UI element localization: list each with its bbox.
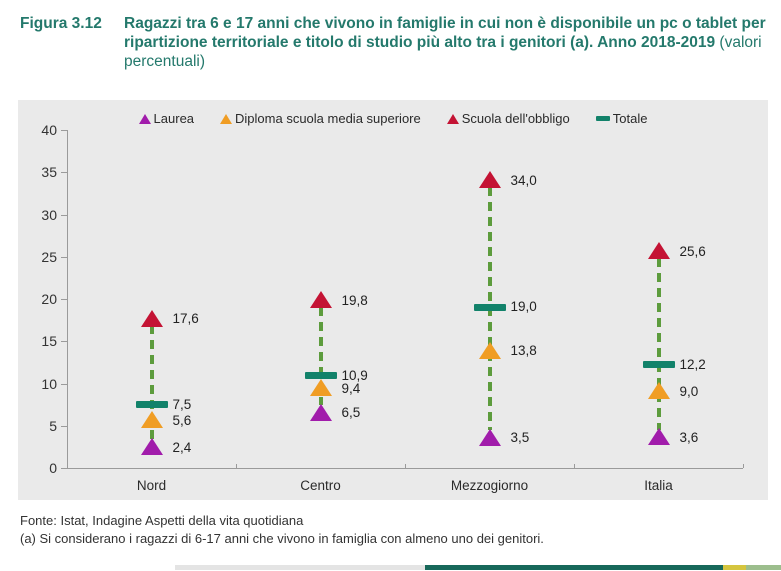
x-axis-tick bbox=[405, 464, 406, 468]
y-axis-tick-label: 20 bbox=[41, 291, 57, 307]
y-axis-tick bbox=[61, 468, 67, 469]
triangle-marker bbox=[478, 428, 501, 446]
legend-triangle-icon bbox=[446, 113, 459, 124]
triangle-marker bbox=[478, 171, 501, 189]
value-label: 3,5 bbox=[510, 430, 530, 446]
totale-dash-marker bbox=[135, 401, 168, 409]
y-axis-tick-label: 35 bbox=[41, 164, 57, 181]
strip-segment bbox=[746, 565, 781, 570]
legend-item: Laurea bbox=[138, 111, 195, 126]
triangle-marker bbox=[309, 403, 332, 421]
y-axis-tick bbox=[61, 214, 67, 216]
triangle-marker bbox=[647, 242, 670, 260]
figure-title-main: Ragazzi tra 6 e 17 anni che vivono in fa… bbox=[124, 15, 766, 51]
value-label: 5,6 bbox=[172, 412, 192, 428]
y-axis-tick-label: 25 bbox=[41, 248, 57, 265]
totale-dash-marker bbox=[304, 372, 337, 380]
value-label: 3,6 bbox=[679, 429, 699, 445]
value-label: 2,4 bbox=[172, 439, 192, 455]
category-label: Centro bbox=[300, 478, 341, 493]
y-axis-tick-label: 5 bbox=[49, 417, 57, 434]
y-axis-tick bbox=[61, 383, 67, 385]
totale-dash-marker bbox=[642, 361, 675, 369]
chart-plot: 0 5 10 15 20 25 30 35 40 2,4 5,6 17,6 7,5 Nord 6,5 9,4 1… bbox=[18, 100, 768, 500]
value-label: 10,9 bbox=[341, 367, 368, 383]
totale-dash-marker bbox=[473, 303, 506, 311]
y-axis-tick bbox=[61, 130, 67, 131]
y-axis-tick-label: 30 bbox=[41, 206, 57, 223]
legend-dash-icon bbox=[595, 116, 610, 121]
y-axis-tick-label: 40 bbox=[41, 122, 57, 138]
triangle-marker bbox=[647, 382, 670, 400]
triangle-marker bbox=[309, 291, 332, 309]
next-figure-cutoff-strip bbox=[0, 565, 781, 570]
x-axis-tick bbox=[67, 464, 68, 468]
value-label: 9,4 bbox=[341, 380, 361, 396]
value-label: 19,8 bbox=[341, 292, 368, 308]
y-axis-tick-label: 0 bbox=[49, 460, 57, 476]
value-label: 7,5 bbox=[172, 396, 192, 412]
value-label: 9,0 bbox=[679, 383, 699, 399]
legend-item: Totale bbox=[595, 111, 648, 126]
y-axis-tick-label: 15 bbox=[41, 333, 57, 350]
strip-segment bbox=[175, 565, 425, 570]
legend-triangle-icon bbox=[220, 113, 233, 124]
category-label: Italia bbox=[644, 478, 673, 493]
value-label: 19,0 bbox=[510, 299, 537, 315]
figure-title-subtext: (valori percentuali) bbox=[124, 34, 762, 70]
value-label: 17,6 bbox=[172, 311, 199, 327]
triangle-marker bbox=[478, 341, 501, 359]
connector-line bbox=[149, 325, 154, 440]
legend-label: Diploma scuola media superiore bbox=[235, 111, 421, 126]
value-label: 6,5 bbox=[341, 405, 361, 421]
y-axis-tick bbox=[61, 172, 67, 174]
legend-label: Scuola dell'obbligo bbox=[461, 111, 570, 126]
y-axis bbox=[67, 130, 68, 468]
source-note: Fonte: Istat, Indagine Aspetti della vit… bbox=[20, 513, 304, 528]
value-label: 34,0 bbox=[510, 172, 537, 188]
chart-legend: Laurea Diploma scuola media superiore Scuo… bbox=[18, 111, 768, 126]
triangle-marker bbox=[140, 411, 163, 429]
value-label: 25,6 bbox=[679, 243, 706, 259]
chart-area: Laurea Diploma scuola media superiore Scuo… bbox=[18, 100, 768, 500]
triangle-marker bbox=[140, 309, 163, 327]
value-label: 13,8 bbox=[510, 343, 537, 359]
y-axis-tick bbox=[61, 256, 67, 258]
strip-segment bbox=[723, 565, 746, 570]
triangle-marker bbox=[647, 428, 670, 446]
connector-line bbox=[656, 257, 661, 430]
legend-label: Laurea bbox=[153, 111, 195, 126]
y-axis-tick-label: 10 bbox=[41, 375, 57, 392]
x-axis bbox=[67, 468, 743, 469]
x-axis-tick bbox=[236, 464, 237, 468]
x-axis-tick bbox=[743, 464, 744, 468]
x-axis-tick bbox=[574, 464, 575, 468]
y-axis-tick bbox=[61, 341, 67, 343]
y-axis-tick bbox=[61, 425, 67, 427]
legend-item: Diploma scuola media superiore bbox=[220, 111, 421, 126]
value-label: 12,2 bbox=[679, 356, 706, 372]
y-axis-tick bbox=[61, 299, 67, 300]
category-label: Nord bbox=[136, 478, 167, 493]
connector-line bbox=[318, 306, 323, 406]
figure-number: Figura 3.12 bbox=[20, 15, 102, 32]
legend-triangle-icon bbox=[138, 113, 151, 124]
triangle-marker bbox=[309, 379, 332, 397]
legend-label: Totale bbox=[612, 111, 648, 126]
figure-title: Ragazzi tra 6 e 17 anni che vivono in fa… bbox=[124, 14, 774, 71]
legend-item: Scuola dell'obbligo bbox=[446, 111, 570, 126]
footnote: (a) Si considerano i ragazzi di 6-17 ann… bbox=[20, 531, 544, 546]
category-label: Mezzogiorno bbox=[450, 478, 529, 493]
triangle-marker bbox=[140, 438, 163, 456]
figure-header: Figura 3.12 Ragazzi tra 6 e 17 anni che … bbox=[20, 14, 774, 71]
strip-segment bbox=[425, 565, 723, 570]
